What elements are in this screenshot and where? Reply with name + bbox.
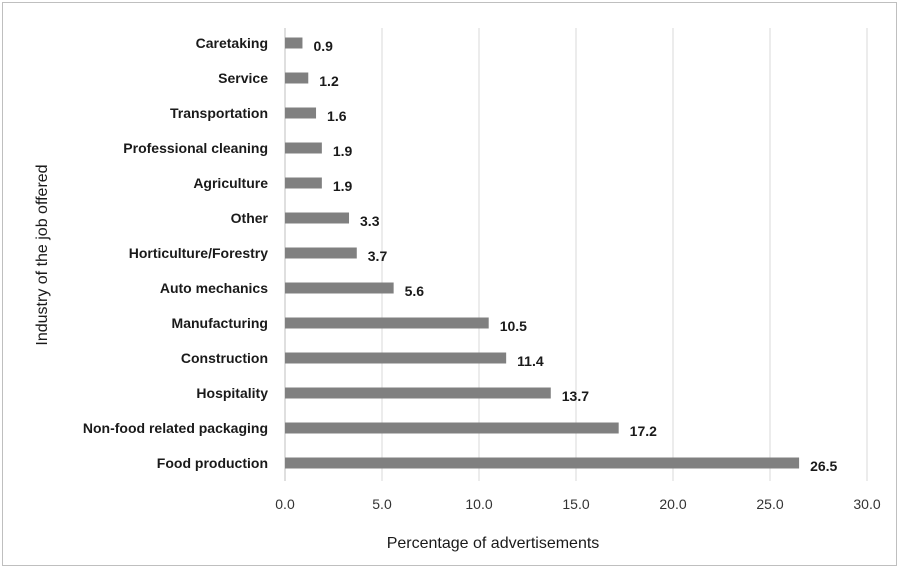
x-tick-label: 10.0: [465, 496, 492, 512]
x-tick-label: 20.0: [659, 496, 686, 512]
value-label: 10.5: [500, 318, 527, 334]
bar: [285, 282, 394, 294]
category-label: Professional cleaning: [123, 140, 268, 156]
category-label: Agriculture: [193, 175, 268, 191]
x-tick-label: 15.0: [562, 496, 589, 512]
bar: [285, 247, 357, 259]
value-label: 3.7: [368, 248, 388, 264]
bar: [285, 457, 800, 469]
bar: [285, 37, 303, 49]
y-axis-title: Industry of the job offered: [34, 164, 51, 345]
x-tick-label: 5.0: [372, 496, 392, 512]
category-label: Caretaking: [196, 35, 268, 51]
x-tick-label: 0.0: [275, 496, 295, 512]
category-label: Hospitality: [196, 385, 268, 401]
bar: [285, 72, 309, 84]
bar: [285, 422, 619, 434]
bar: [285, 352, 507, 364]
category-label: Construction: [181, 350, 268, 366]
gridlines: [284, 28, 868, 481]
value-label: 17.2: [630, 423, 657, 439]
bars: [285, 37, 800, 469]
x-tick-label: 30.0: [853, 496, 880, 512]
category-labels: Caretaking Service Transportation Professio…: [83, 35, 269, 471]
bar: [285, 142, 322, 154]
category-label: Service: [218, 70, 268, 86]
value-label: 13.7: [562, 388, 589, 404]
category-label: Auto mechanics: [160, 280, 268, 296]
bar: [285, 212, 350, 224]
bar: [285, 107, 317, 119]
x-axis-title: Percentage of advertisements: [387, 535, 600, 552]
x-tick-labels: 0.0 5.0 10.0 15.0 20.0 25.0 30.0: [275, 496, 881, 512]
value-label: 3.3: [360, 213, 380, 229]
value-label: 1.2: [319, 73, 339, 89]
category-label: Other: [231, 210, 269, 226]
value-label: 1.9: [333, 143, 353, 159]
x-tick-label: 25.0: [756, 496, 783, 512]
bar: [285, 177, 322, 189]
category-label: Food production: [157, 455, 268, 471]
category-label: Horticulture/Forestry: [129, 245, 268, 261]
category-label: Non-food related packaging: [83, 420, 268, 436]
value-label: 1.9: [333, 178, 353, 194]
value-label: 26.5: [810, 458, 837, 474]
category-label: Manufacturing: [172, 315, 268, 331]
bar: [285, 317, 489, 329]
bar: [285, 387, 551, 399]
category-label: Transportation: [170, 105, 268, 121]
value-label: 1.6: [327, 108, 347, 124]
value-label: 11.4: [517, 353, 544, 369]
value-label: 5.6: [405, 283, 425, 299]
value-label: 0.9: [313, 38, 333, 54]
value-labels: 0.9 1.2 1.6 1.9 1.9 3.3 3.7 5.6 10.5 11.4 13.7 17.2…: [313, 38, 837, 474]
